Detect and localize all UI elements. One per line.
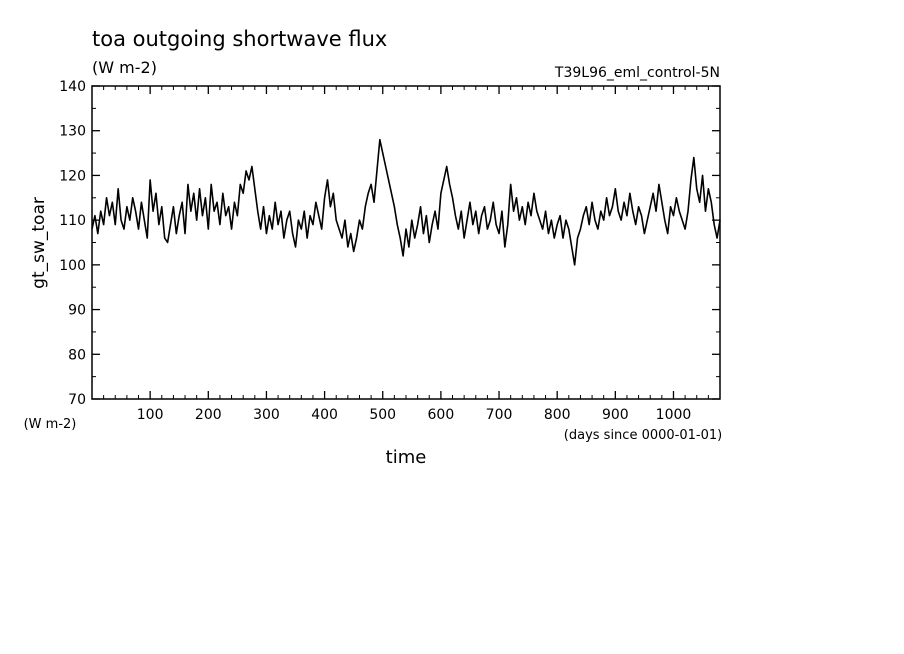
title-unit: (W m-2) bbox=[92, 58, 157, 77]
x-tick-label: 300 bbox=[253, 407, 280, 423]
x-tick-label: 500 bbox=[369, 407, 396, 423]
experiment-label: T39L96_eml_control-5N bbox=[554, 65, 720, 81]
plot-frame bbox=[91, 85, 721, 400]
y-tick-label: 90 bbox=[68, 303, 86, 319]
x-tick-label: 100 bbox=[137, 407, 164, 423]
y-tick-label: 140 bbox=[59, 79, 86, 95]
y-tick-label: 130 bbox=[59, 124, 86, 140]
x-axis-label: time bbox=[386, 447, 427, 468]
x-tick-label: 800 bbox=[544, 407, 571, 423]
tick-labels: 100 200 300 400 500 600 700 800 900 1000 70 80 90 100… bbox=[59, 79, 691, 423]
x-tick-label: 200 bbox=[195, 407, 222, 423]
x-axis-unit: (days since 0000-01-01) bbox=[564, 428, 722, 443]
y-tick-label: 70 bbox=[68, 392, 86, 408]
y-tick-label: 80 bbox=[68, 347, 86, 363]
y-axis-unit: (W m-2) bbox=[24, 417, 77, 432]
x-tick-label: 400 bbox=[311, 407, 338, 423]
series-line bbox=[91, 138, 721, 266]
y-tick-label: 100 bbox=[59, 258, 86, 274]
x-tick-label: 1000 bbox=[656, 407, 692, 423]
x-tick-label: 600 bbox=[428, 407, 455, 423]
x-tick-label: 900 bbox=[602, 407, 629, 423]
chart-title: toa outgoing shortwave flux bbox=[92, 27, 387, 51]
y-tick-label: 120 bbox=[59, 168, 86, 184]
y-axis-label: gt_sw_toar bbox=[29, 197, 49, 289]
y-tick-label: 110 bbox=[59, 213, 86, 229]
x-tick-label: 700 bbox=[486, 407, 513, 423]
